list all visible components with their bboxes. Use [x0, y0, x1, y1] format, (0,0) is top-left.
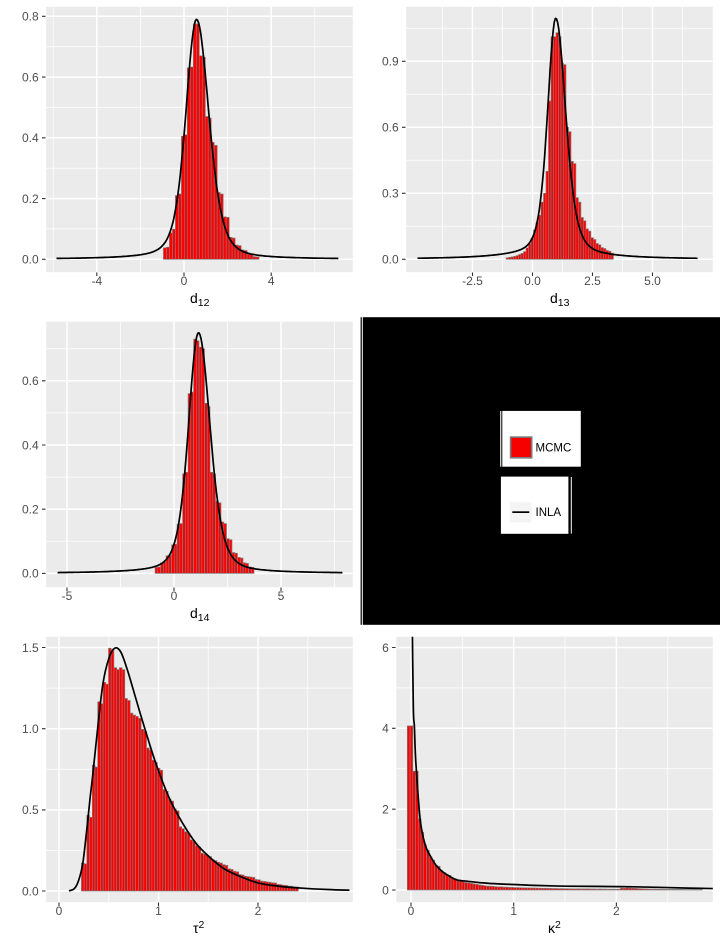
svg-text:2: 2	[382, 803, 389, 817]
svg-text:-5: -5	[62, 589, 73, 603]
svg-text:0.9: 0.9	[382, 55, 399, 69]
svg-text:0.0: 0.0	[22, 253, 39, 267]
svg-text:0.0: 0.0	[22, 884, 39, 898]
svg-text:0: 0	[171, 589, 178, 603]
svg-text:0.0: 0.0	[382, 253, 399, 267]
svg-text:5: 5	[278, 589, 285, 603]
svg-text:1: 1	[155, 904, 162, 918]
svg-text:τ2: τ2	[193, 919, 205, 936]
svg-text:0.0: 0.0	[22, 567, 39, 581]
svg-text:0.6: 0.6	[22, 70, 39, 84]
svg-text:6: 6	[382, 641, 389, 655]
svg-text:1.5: 1.5	[22, 641, 39, 655]
svg-text:0.5: 0.5	[22, 803, 39, 817]
svg-text:0.6: 0.6	[22, 374, 39, 388]
svg-text:0.6: 0.6	[382, 121, 399, 135]
svg-text:0.4: 0.4	[22, 131, 39, 145]
svg-text:0.3: 0.3	[382, 187, 399, 201]
svg-text:2: 2	[613, 904, 620, 918]
svg-text:-2.5: -2.5	[462, 274, 483, 288]
svg-text:0: 0	[56, 904, 63, 918]
svg-text:2: 2	[255, 904, 262, 918]
svg-text:4: 4	[268, 274, 275, 288]
svg-text:MCMC: MCMC	[536, 443, 572, 455]
svg-text:2.5: 2.5	[584, 274, 601, 288]
svg-text:1: 1	[510, 904, 517, 918]
svg-text:0.2: 0.2	[22, 503, 39, 517]
svg-text:-4: -4	[91, 274, 102, 288]
svg-text:1.0: 1.0	[22, 722, 39, 736]
svg-text:4: 4	[382, 722, 389, 736]
svg-text:5.0: 5.0	[644, 274, 661, 288]
svg-text:0: 0	[181, 274, 188, 288]
svg-text:INLA: INLA	[536, 507, 562, 519]
svg-text:0.0: 0.0	[524, 274, 541, 288]
svg-text:0.8: 0.8	[22, 10, 39, 24]
svg-text:0: 0	[408, 904, 415, 918]
svg-text:0.2: 0.2	[22, 192, 39, 206]
svg-text:0.4: 0.4	[22, 438, 39, 452]
svg-text:0: 0	[382, 883, 389, 897]
